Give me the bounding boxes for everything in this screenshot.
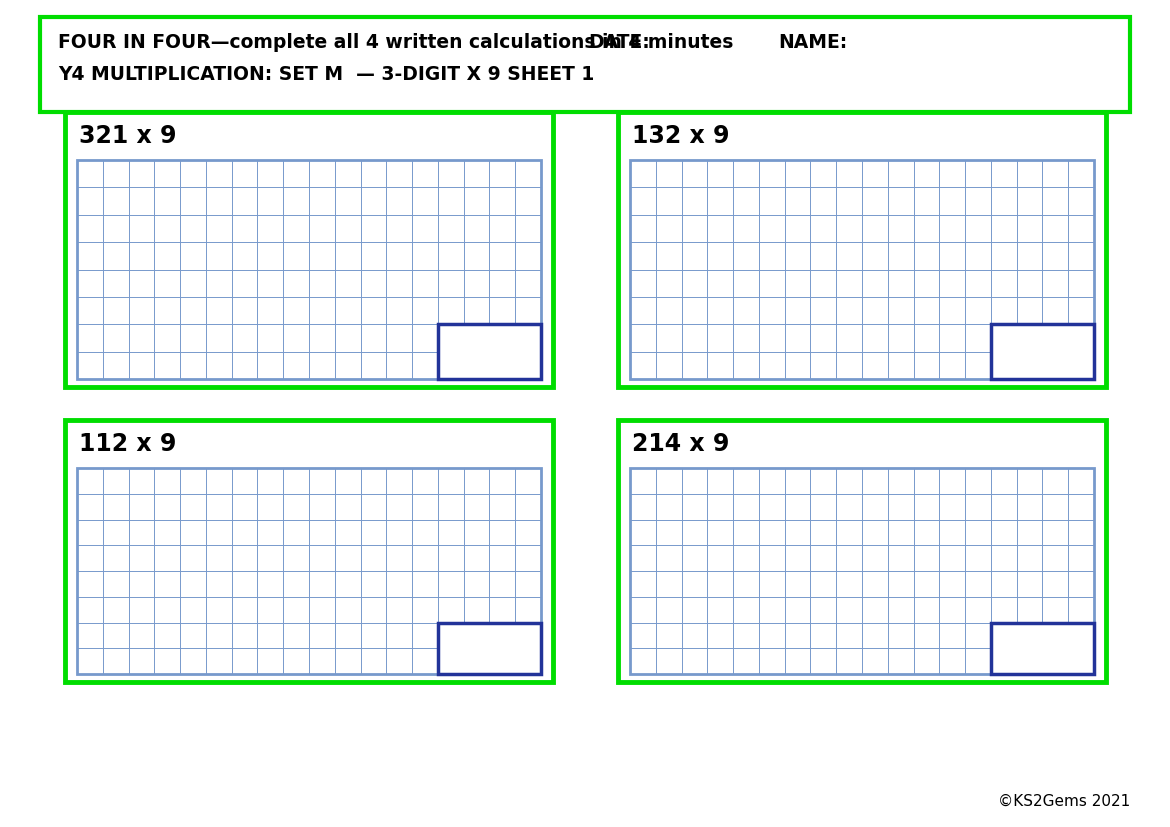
Bar [438,324,541,379]
Text: ©KS2Gems 2021: ©KS2Gems 2021 [998,794,1130,809]
Bar [629,160,1094,379]
Text: NAME:: NAME: [778,33,847,52]
Text: 214 x 9: 214 x 9 [632,432,729,456]
Text: Y4 MULTIPLICATION: SET M  — 3-DIGIT X 9 SHEET 1: Y4 MULTIPLICATION: SET M — 3-DIGIT X 9 S… [58,65,594,84]
Bar [77,468,541,674]
Bar [991,623,1094,674]
Bar [438,623,541,674]
Text: FOUR IN FOUR—complete all 4 written calculations in 4 minutes: FOUR IN FOUR—complete all 4 written calc… [58,33,734,52]
Text: 112 x 9: 112 x 9 [80,432,177,456]
Bar [629,468,1094,674]
Bar [40,17,1130,112]
Bar [991,324,1094,379]
Bar [77,160,541,379]
Text: DATE:: DATE: [589,33,649,52]
Bar [66,420,553,682]
Bar [66,112,553,387]
Text: 132 x 9: 132 x 9 [632,124,730,148]
Text: 321 x 9: 321 x 9 [80,124,177,148]
Bar [618,420,1106,682]
Bar [618,112,1106,387]
